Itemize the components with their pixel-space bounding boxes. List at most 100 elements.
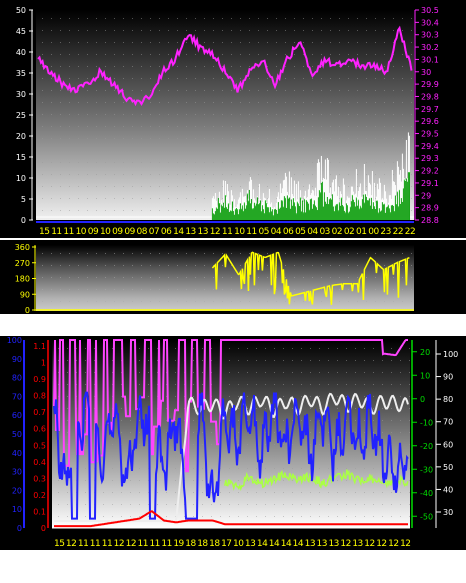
- grid-dot: [319, 444, 320, 445]
- grid-dot: [294, 78, 295, 79]
- wind-edge-mark: [247, 193, 249, 195]
- y-green-tick-label: -10: [420, 418, 433, 427]
- grid-dot: [112, 468, 113, 469]
- grid-dot: [78, 174, 79, 175]
- grid-dot: [409, 468, 410, 469]
- grid-dot: [357, 90, 358, 91]
- grid-dot: [294, 90, 295, 91]
- grid-dot: [150, 30, 151, 31]
- y-green-tick-label: -20: [420, 442, 433, 451]
- grid-dot: [319, 516, 320, 517]
- grid-dot: [159, 174, 160, 175]
- grid-dot: [301, 348, 302, 349]
- grid-dot: [330, 186, 331, 187]
- grid-dot: [148, 480, 149, 481]
- grid-dot: [310, 348, 311, 349]
- grid-dot: [249, 138, 250, 139]
- grid-dot: [123, 210, 124, 211]
- x-tick-label: 11: [222, 227, 232, 237]
- grid-dot: [67, 492, 68, 493]
- x-tick-label: 10: [100, 227, 111, 237]
- x-tick-label: 00: [368, 227, 379, 237]
- grid-dot: [238, 480, 239, 481]
- grid-dot: [337, 468, 338, 469]
- grid-dot: [42, 42, 43, 43]
- grid-dot: [310, 504, 311, 505]
- grid-dot: [400, 420, 401, 421]
- grid-dot: [267, 198, 268, 199]
- grid-dot: [411, 54, 412, 55]
- grid-dot: [348, 42, 349, 43]
- grid-dot: [87, 301, 88, 302]
- grid-dot: [276, 126, 277, 127]
- grid-dot: [60, 265, 61, 266]
- grid-dot: [193, 432, 194, 433]
- grid-dot: [393, 66, 394, 67]
- grid-dot: [348, 301, 349, 302]
- grid-dot: [157, 480, 158, 481]
- grid-dot: [357, 30, 358, 31]
- grid-dot: [168, 265, 169, 266]
- grid-dot: [319, 384, 320, 385]
- grid-dot: [247, 516, 248, 517]
- grid-dot: [202, 348, 203, 349]
- grid-dot: [85, 432, 86, 433]
- grid-dot: [301, 384, 302, 385]
- grid-dot: [60, 289, 61, 290]
- grid-dot: [330, 126, 331, 127]
- grid-dot: [168, 198, 169, 199]
- grid-dot: [229, 456, 230, 457]
- grid-dot: [213, 126, 214, 127]
- grid-dot: [186, 78, 187, 79]
- grid-dot: [67, 384, 68, 385]
- grid-dot: [375, 174, 376, 175]
- grid-dot: [276, 42, 277, 43]
- grid-dot: [411, 138, 412, 139]
- grid-dot: [310, 444, 311, 445]
- grid-dot: [274, 408, 275, 409]
- grid-dot: [382, 504, 383, 505]
- grid-dot: [132, 114, 133, 115]
- grid-dot: [391, 372, 392, 373]
- grid-dot: [267, 265, 268, 266]
- grid-dot: [267, 66, 268, 67]
- grid-dot: [222, 162, 223, 163]
- grid-dot: [238, 432, 239, 433]
- grid-dot: [301, 420, 302, 421]
- grid-dot: [85, 372, 86, 373]
- y-humidity-tick-label: 90: [12, 355, 22, 364]
- grid-dot: [258, 126, 259, 127]
- grid-dot: [141, 162, 142, 163]
- grid-dot: [337, 456, 338, 457]
- grid-dot: [159, 138, 160, 139]
- grid-dot: [247, 444, 248, 445]
- grid-dot: [382, 396, 383, 397]
- grid-dot: [319, 396, 320, 397]
- grid-dot: [114, 301, 115, 302]
- grid-dot: [231, 186, 232, 187]
- grid-dot: [42, 114, 43, 115]
- grid-dot: [150, 42, 151, 43]
- grid-dot: [177, 150, 178, 151]
- grid-dot: [42, 18, 43, 19]
- temperature-line: [53, 391, 409, 520]
- grid-dot: [402, 18, 403, 19]
- grid-dot: [312, 186, 313, 187]
- grid-dot: [285, 78, 286, 79]
- grid-dot: [159, 42, 160, 43]
- grid-dot: [87, 114, 88, 115]
- grid-dot: [141, 265, 142, 266]
- grid-dot: [141, 138, 142, 139]
- grid-dot: [114, 174, 115, 175]
- grid-dot: [366, 102, 367, 103]
- grid-dot: [195, 289, 196, 290]
- grid-dot: [96, 174, 97, 175]
- grid-dot: [292, 456, 293, 457]
- grid-dot: [411, 114, 412, 115]
- grid-dot: [58, 372, 59, 373]
- grid-dot: [184, 468, 185, 469]
- x-tick-label: 12: [126, 539, 136, 549]
- grid-dot: [177, 78, 178, 79]
- grid-dot: [184, 408, 185, 409]
- grid-dot: [348, 126, 349, 127]
